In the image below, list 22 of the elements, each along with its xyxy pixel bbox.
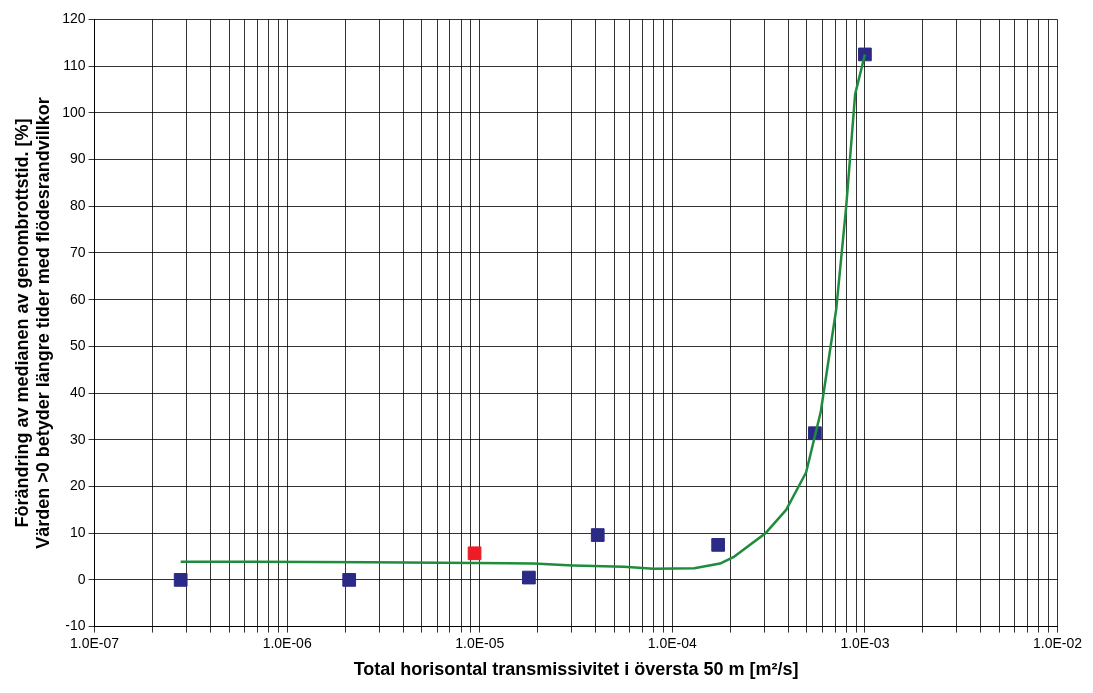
y-tick-label: 0 [77, 570, 86, 587]
x-axis-title: Total horisontal transmissivitet i översta 50 m [m²/s] [353, 659, 799, 680]
y-axis-title: Förändring av medianen av genombrottstid. [%] Värden >0 betyder längre tider med flödesrandvillkor [11, 97, 54, 549]
y-tick-label: 60 [69, 290, 86, 307]
y-tick-label: 20 [69, 477, 86, 494]
y-tick-label: 100 [62, 103, 86, 120]
y-tick-label: 70 [69, 243, 86, 260]
x-tick-label: 1.0E-07 [70, 634, 120, 651]
y-tick-label: 30 [69, 430, 86, 447]
y-tick-label: 10 [69, 524, 86, 541]
y-tick-label: 120 [62, 10, 86, 27]
y-tick-label: 110 [63, 56, 86, 73]
y-tick-label: 40 [69, 383, 86, 400]
x-tick-label: 1.0E-06 [262, 634, 312, 651]
x-tick-label: 1.0E-04 [647, 634, 698, 651]
y-tick-label: 50 [69, 337, 86, 354]
y-tick-label: -10 [65, 617, 86, 634]
y-tick-label: 80 [69, 197, 86, 214]
x-tick-label: 1.0E-02 [1032, 634, 1083, 651]
x-tick-label: 1.0E-03 [840, 634, 890, 651]
x-tick-label: 1.0E-05 [455, 634, 505, 651]
y-tick-label: 90 [69, 150, 86, 167]
